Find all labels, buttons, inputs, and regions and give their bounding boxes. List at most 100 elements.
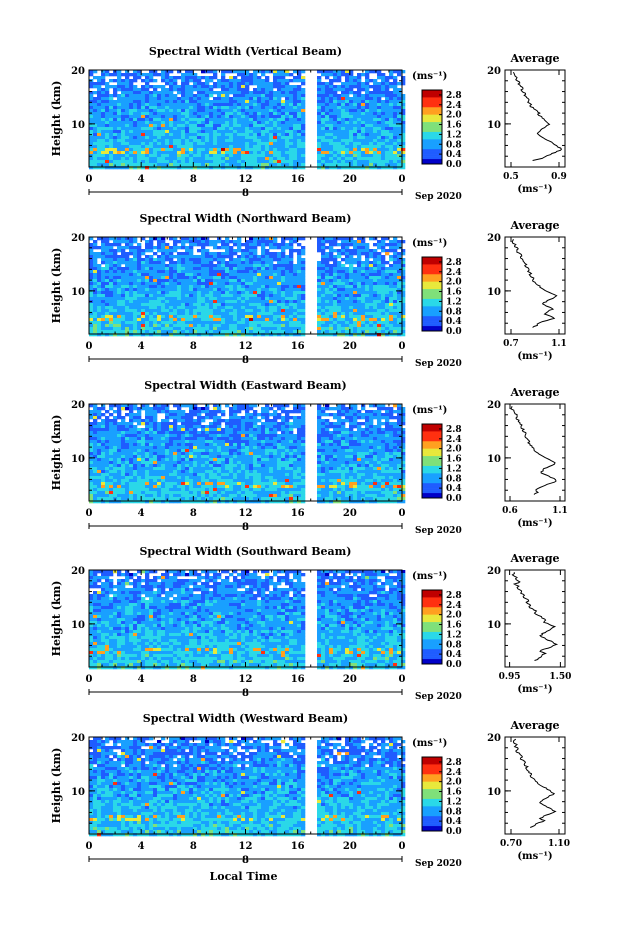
- heatmap-cell: [381, 294, 386, 298]
- heatmap-cell: [153, 273, 158, 277]
- heatmap-cell: [389, 315, 394, 319]
- heatmap-cell: [113, 285, 118, 289]
- heatmap-cell: [389, 324, 394, 328]
- heatmap-cell: [353, 76, 358, 80]
- heatmap-cell: [101, 318, 106, 322]
- heatmap-cell: [377, 70, 382, 74]
- heatmap-cell: [241, 136, 246, 140]
- heatmap-cell: [101, 330, 106, 334]
- heatmap-cell: [233, 136, 238, 140]
- heatmap-cell: [357, 133, 362, 137]
- heatmap-cell: [373, 82, 378, 86]
- heatmap-cell: [253, 303, 258, 307]
- heatmap-cell: [133, 285, 138, 289]
- heatmap-cell: [325, 118, 330, 122]
- heatmap-cell: [337, 79, 342, 83]
- heatmap-cell: [105, 103, 110, 107]
- heatmap-cell: [389, 136, 394, 140]
- heatmap-cell: [149, 255, 154, 259]
- heatmap-cell: [373, 312, 378, 316]
- heatmap-cell: [105, 297, 110, 301]
- heatmap-cell: [337, 261, 342, 265]
- heatmap-cell: [153, 85, 158, 89]
- heatmap-cell: [393, 82, 398, 86]
- heatmap-cell: [153, 136, 158, 140]
- heatmap-cell: [149, 267, 154, 271]
- heatmap-cell: [261, 255, 266, 259]
- heatmap-cell: [89, 267, 94, 271]
- heatmap-cell: [369, 157, 374, 161]
- heatmap-cell: [333, 166, 338, 170]
- heatmap-cell: [273, 115, 278, 119]
- heatmap-cell: [157, 163, 162, 167]
- heatmap-cell: [217, 306, 222, 310]
- heatmap-cell: [289, 103, 294, 107]
- heatmap-cell: [209, 279, 214, 283]
- heatmap-cell: [301, 309, 306, 313]
- heatmap-cell: [233, 327, 238, 331]
- heatmap-cell: [325, 70, 330, 74]
- heatmap-cell: [153, 154, 158, 158]
- heatmap-cell: [357, 261, 362, 265]
- heatmap-cell: [229, 321, 234, 325]
- heatmap-cell: [141, 273, 146, 277]
- heatmap-cell: [237, 315, 242, 319]
- heatmap-cell: [121, 294, 126, 298]
- heatmap-cell: [381, 157, 386, 161]
- heatmap-cell: [89, 270, 94, 274]
- heatmap-cell: [257, 166, 262, 170]
- heatmap-cell: [157, 330, 162, 334]
- heatmap-cell: [189, 115, 194, 119]
- heatmap-cell: [229, 142, 234, 146]
- heatmap-cell: [301, 103, 306, 107]
- heatmap-cell: [137, 273, 142, 277]
- heatmap-cell: [341, 312, 346, 316]
- heatmap-cell: [213, 321, 218, 325]
- heatmap-cell: [341, 294, 346, 298]
- heatmap-cell: [393, 157, 398, 161]
- heatmap-cell: [317, 139, 322, 143]
- heatmap-cell: [205, 288, 210, 292]
- heatmap-cell: [297, 300, 302, 304]
- heatmap-cell: [369, 139, 374, 143]
- heatmap-cell: [341, 145, 346, 149]
- heatmap-cell: [281, 333, 286, 337]
- heatmap-cell: [137, 333, 142, 337]
- heatmap-cell: [97, 145, 102, 149]
- heatmap-cell: [333, 70, 338, 74]
- heatmap-cell: [377, 324, 382, 328]
- heatmap-cell: [169, 82, 174, 86]
- heatmap-cell: [273, 124, 278, 128]
- heatmap-cell: [329, 273, 334, 277]
- heatmap-cell: [109, 312, 114, 316]
- heatmap-cell: [349, 237, 354, 241]
- heatmap-cell: [97, 246, 102, 250]
- heatmap-cell: [321, 285, 326, 289]
- heatmap-cell: [273, 136, 278, 140]
- heatmap-cell: [121, 79, 126, 83]
- heatmap-cell: [109, 148, 114, 152]
- heatmap-cell: [377, 106, 382, 110]
- heatmap-cell: [149, 273, 154, 277]
- heatmap-cell: [125, 279, 130, 283]
- colorbar-segment: [422, 134, 442, 138]
- heatmap-cell: [277, 264, 282, 268]
- heatmap-cell: [325, 294, 330, 298]
- heatmap-cell: [293, 145, 298, 149]
- heatmap-cell: [365, 166, 370, 170]
- heatmap-cell: [105, 130, 110, 134]
- heatmap-cell: [385, 82, 390, 86]
- heatmap-cell: [197, 97, 202, 101]
- heatmap-cell: [357, 276, 362, 280]
- heatmap-cell: [245, 82, 250, 86]
- heatmap-cell: [161, 297, 166, 301]
- heatmap-cell: [389, 330, 394, 334]
- heatmap-cell: [349, 288, 354, 292]
- average-x-label: (ms⁻¹): [517, 184, 552, 195]
- heatmap-cell: [357, 273, 362, 277]
- heatmap-cell: [161, 285, 166, 289]
- heatmap-cell: [241, 70, 246, 74]
- heatmap-cell: [93, 109, 98, 113]
- heatmap-cell: [265, 270, 270, 274]
- heatmap-cell: [197, 294, 202, 298]
